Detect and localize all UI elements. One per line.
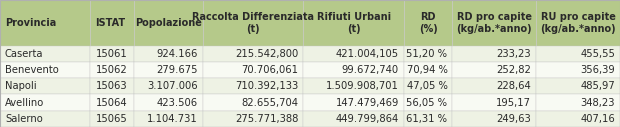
Bar <box>134 62 203 78</box>
Text: 485,97: 485,97 <box>580 81 615 91</box>
Text: 70.706,061: 70.706,061 <box>241 65 298 75</box>
Text: 147.479,469: 147.479,469 <box>335 98 399 108</box>
Text: 710.392,133: 710.392,133 <box>235 81 298 91</box>
Text: 56,05 %: 56,05 % <box>407 98 448 108</box>
Text: Popolazione: Popolazione <box>135 18 202 28</box>
Text: 279.675: 279.675 <box>156 65 198 75</box>
Bar <box>91 78 134 94</box>
Text: 228,64: 228,64 <box>497 81 531 91</box>
Text: 423.506: 423.506 <box>157 98 198 108</box>
Bar <box>303 78 404 94</box>
Text: 455,55: 455,55 <box>580 49 615 59</box>
Text: 3.107.006: 3.107.006 <box>147 81 198 91</box>
Text: 99.672,740: 99.672,740 <box>342 65 399 75</box>
Text: Avellino: Avellino <box>5 98 44 108</box>
Bar <box>404 0 453 46</box>
Bar <box>0 62 91 78</box>
Bar <box>303 111 404 127</box>
Text: 82.655,704: 82.655,704 <box>241 98 298 108</box>
Text: ISTAT: ISTAT <box>95 18 126 28</box>
Text: Napoli: Napoli <box>5 81 37 91</box>
Text: 356,39: 356,39 <box>580 65 615 75</box>
Bar <box>536 111 620 127</box>
Text: 70,94 %: 70,94 % <box>407 65 448 75</box>
Text: 195,17: 195,17 <box>496 98 531 108</box>
Text: Provincia: Provincia <box>5 18 56 28</box>
Text: 421.004,105: 421.004,105 <box>336 49 399 59</box>
Bar <box>203 78 303 94</box>
Bar <box>134 111 203 127</box>
Bar <box>134 94 203 111</box>
Bar <box>203 94 303 111</box>
Bar <box>404 62 453 78</box>
Text: RU pro capite
(kg/ab.*anno): RU pro capite (kg/ab.*anno) <box>540 12 616 34</box>
Text: 407,16: 407,16 <box>580 114 615 124</box>
Text: RD pro capite
(kg/ab.*anno): RD pro capite (kg/ab.*anno) <box>456 12 532 34</box>
Bar <box>536 94 620 111</box>
Bar <box>203 62 303 78</box>
Bar <box>0 78 91 94</box>
Bar <box>453 0 536 46</box>
Text: Benevento: Benevento <box>5 65 59 75</box>
Text: 275.771,388: 275.771,388 <box>235 114 298 124</box>
Bar <box>453 78 536 94</box>
Bar <box>303 94 404 111</box>
Bar <box>91 62 134 78</box>
Bar <box>536 46 620 62</box>
Bar <box>303 0 404 46</box>
Bar <box>134 0 203 46</box>
Text: 252,82: 252,82 <box>497 65 531 75</box>
Bar <box>0 111 91 127</box>
Bar <box>303 46 404 62</box>
Bar <box>453 94 536 111</box>
Bar <box>404 46 453 62</box>
Bar <box>536 62 620 78</box>
Bar <box>404 111 453 127</box>
Text: 15065: 15065 <box>95 114 127 124</box>
Text: 61,31 %: 61,31 % <box>407 114 448 124</box>
Bar <box>203 0 303 46</box>
Bar <box>91 94 134 111</box>
Text: Rifiuti Urbani
(t): Rifiuti Urbani (t) <box>316 12 391 34</box>
Bar <box>404 78 453 94</box>
Bar <box>453 62 536 78</box>
Bar <box>134 78 203 94</box>
Text: 47,05 %: 47,05 % <box>407 81 448 91</box>
Bar <box>0 0 91 46</box>
Bar <box>0 94 91 111</box>
Bar <box>303 62 404 78</box>
Text: 51,20 %: 51,20 % <box>407 49 448 59</box>
Text: Caserta: Caserta <box>5 49 43 59</box>
Bar <box>91 46 134 62</box>
Bar <box>404 94 453 111</box>
Text: 249,63: 249,63 <box>497 114 531 124</box>
Text: 449.799,864: 449.799,864 <box>335 114 399 124</box>
Text: 15063: 15063 <box>95 81 127 91</box>
Bar <box>203 111 303 127</box>
Text: Raccolta Differenziata
(t): Raccolta Differenziata (t) <box>192 12 314 34</box>
Text: 15062: 15062 <box>95 65 127 75</box>
Text: 15064: 15064 <box>95 98 127 108</box>
Text: 924.166: 924.166 <box>156 49 198 59</box>
Bar <box>134 46 203 62</box>
Bar <box>91 111 134 127</box>
Bar <box>536 0 620 46</box>
Text: 215.542,800: 215.542,800 <box>235 49 298 59</box>
Text: Salerno: Salerno <box>5 114 43 124</box>
Bar <box>203 46 303 62</box>
Text: 1.104.731: 1.104.731 <box>147 114 198 124</box>
Bar <box>91 0 134 46</box>
Text: 348,23: 348,23 <box>580 98 615 108</box>
Text: RD
(%): RD (%) <box>418 12 438 34</box>
Text: 15061: 15061 <box>95 49 127 59</box>
Text: 1.509.908,701: 1.509.908,701 <box>326 81 399 91</box>
Bar <box>453 46 536 62</box>
Bar <box>453 111 536 127</box>
Bar <box>0 46 91 62</box>
Text: 233,23: 233,23 <box>497 49 531 59</box>
Bar <box>536 78 620 94</box>
